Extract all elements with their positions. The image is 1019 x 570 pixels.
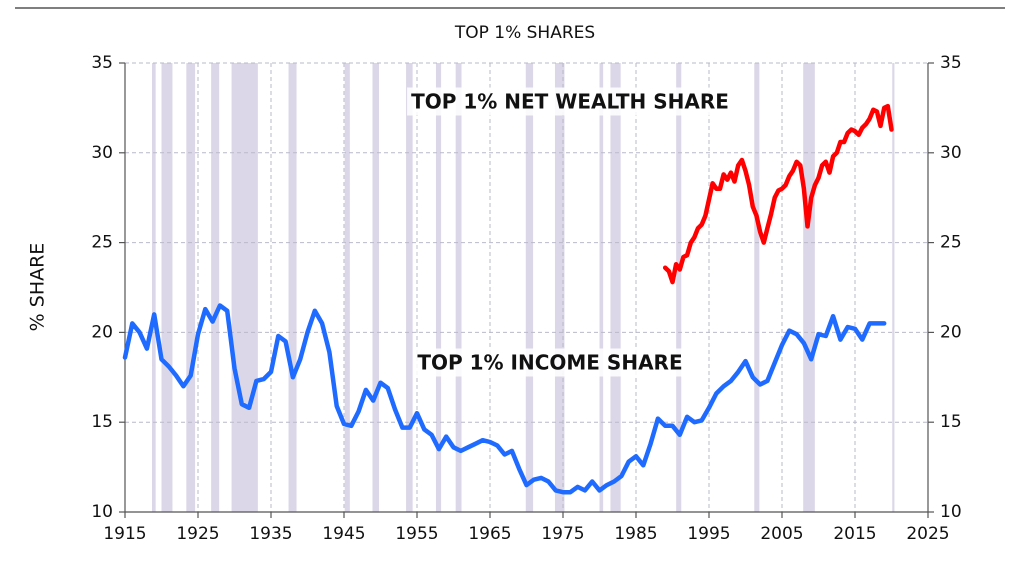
x-tick-label: 2005	[760, 524, 803, 544]
recession-band	[525, 63, 534, 512]
y-tick-label: 35	[91, 53, 113, 73]
recession-band	[152, 63, 156, 512]
y-tick-label: 10	[91, 502, 113, 522]
x-tick-label: 1965	[468, 524, 511, 544]
recession-band	[186, 63, 196, 512]
series-line	[662, 103, 894, 285]
y-axis-label: % SHARE	[27, 243, 49, 332]
y-tick-label: 25	[91, 233, 113, 253]
y-tick-label: 20	[91, 322, 113, 342]
x-tick-label: 1985	[614, 524, 657, 544]
recession-band	[211, 63, 220, 512]
y2-tick-label: 15	[940, 412, 962, 432]
x-tick-label: 1955	[395, 524, 438, 544]
recession-band	[554, 63, 565, 512]
y2-tick-label: 30	[940, 143, 962, 163]
chart-title: TOP 1% SHARES	[454, 23, 595, 43]
y-tick-label: 15	[91, 412, 113, 432]
recession-band	[161, 63, 173, 512]
recession-band	[344, 63, 350, 512]
x-tick-label: 2015	[833, 524, 876, 544]
annotation: TOP 1% INCOME SHARE	[417, 351, 682, 375]
recession-band	[288, 63, 297, 512]
recession-band	[676, 63, 682, 512]
x-tick-label: 1945	[322, 524, 365, 544]
recession-band	[435, 63, 442, 512]
y2-tick-label: 10	[940, 502, 962, 522]
x-tick-label: 1975	[541, 524, 584, 544]
y2-tick-label: 25	[940, 233, 962, 253]
recession-band	[231, 63, 258, 512]
annotation-bg	[407, 87, 733, 116]
annotation-bg	[413, 348, 687, 377]
annotation: TOP 1% NET WEALTH SHARE	[411, 90, 729, 114]
series-line	[122, 303, 887, 495]
recession-band	[372, 63, 380, 512]
x-tick-label: 1925	[176, 524, 219, 544]
x-tick-label: 2025	[906, 524, 949, 544]
recession-band	[803, 63, 815, 512]
x-tick-label: 1915	[103, 524, 146, 544]
y-tick-label: 30	[91, 143, 113, 163]
recession-band	[406, 63, 413, 512]
x-tick-label: 1995	[687, 524, 730, 544]
recession-band	[455, 63, 462, 512]
recession-band	[754, 63, 760, 512]
x-tick-label: 1935	[249, 524, 292, 544]
y2-tick-label: 20	[940, 322, 962, 342]
recession-band	[892, 63, 895, 512]
recession-band	[610, 63, 621, 512]
y2-tick-label: 35	[940, 53, 962, 73]
recession-band	[599, 63, 604, 512]
